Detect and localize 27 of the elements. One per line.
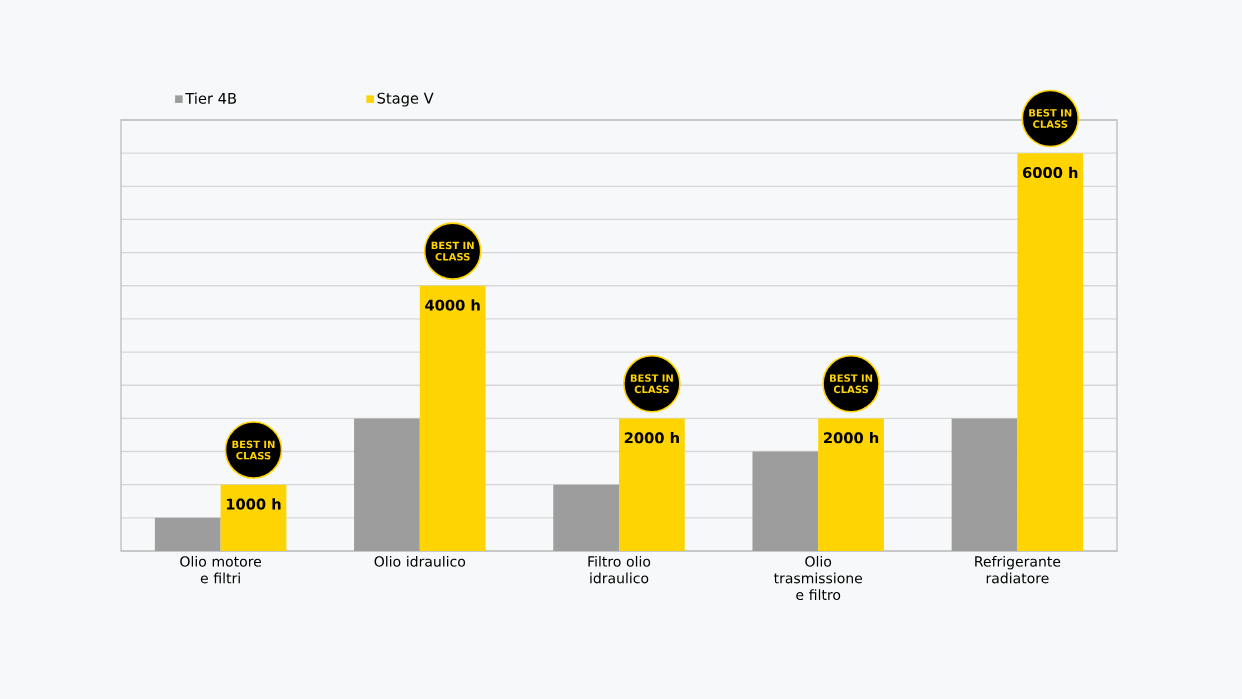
- data-label: 2000 h: [824, 431, 879, 444]
- x-tick-label: Olio trasmissione e filtro: [773, 555, 863, 601]
- bar: [619, 418, 685, 551]
- bar: [752, 451, 819, 551]
- bar: [354, 418, 420, 551]
- bar: [1017, 153, 1084, 551]
- legend-label: Stage V: [377, 92, 434, 107]
- annotation: BEST IN CLASS: [630, 374, 673, 394]
- x-tick-label: Filtro olio idraulico: [588, 555, 651, 584]
- x-tick-label: Olio motore e filtri: [180, 555, 262, 584]
- bar: [220, 484, 287, 551]
- legend-label: Tier 4B: [185, 92, 236, 104]
- data-label: 1000 h: [226, 498, 281, 510]
- annotation: BEST IN CLASS: [431, 241, 474, 261]
- data-label: 4000 h: [425, 299, 480, 311]
- x-tick-label: Refrigerante radiatore: [975, 555, 1061, 584]
- annotation: BEST IN CLASS: [1029, 109, 1072, 128]
- data-label: 6000 h: [1022, 166, 1078, 179]
- bar: [553, 484, 620, 551]
- bar: [951, 418, 1018, 551]
- x-tick-label: Olio idraulico: [374, 555, 466, 567]
- data-label: 2000 h: [624, 431, 679, 444]
- bar: [419, 285, 486, 551]
- bar: [818, 418, 884, 551]
- annotation: BEST IN CLASS: [232, 440, 275, 460]
- bar: [154, 517, 221, 551]
- annotation: BEST IN CLASS: [830, 374, 873, 394]
